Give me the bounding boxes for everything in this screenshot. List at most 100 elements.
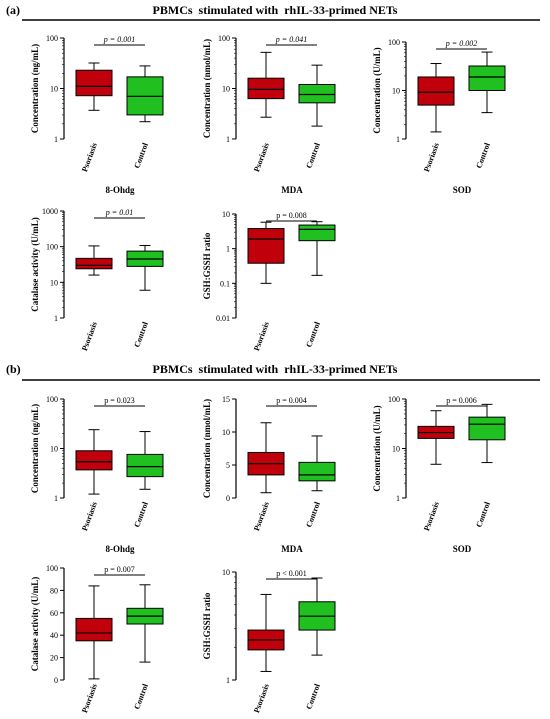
category-label: Psoriasis <box>422 142 441 173</box>
box-control: Control <box>126 244 164 349</box>
boxplot-chart-9: 0 20 40 60 80 100 Catalase activity (U/mL) Psor… <box>30 564 164 714</box>
y-tick-label: 60 <box>50 609 58 618</box>
category-label: Psoriasis <box>80 321 99 352</box>
box-psoriasis: Psoriasis <box>247 593 285 714</box>
iqr-box <box>468 65 506 92</box>
category-label: Control <box>304 682 322 711</box>
iqr-box <box>75 69 113 97</box>
box-control: Control <box>298 577 336 711</box>
y-axis-label: Concentration (U/mL) <box>372 47 382 133</box>
iqr-box <box>247 228 285 264</box>
y-axis-label: GSH:GSSH ratio <box>202 232 212 299</box>
iqr-box <box>126 453 164 478</box>
category-label: Psoriasis <box>252 683 271 714</box>
y-tick-label: 1 <box>396 494 400 503</box>
box-psoriasis: Psoriasis <box>247 422 285 532</box>
y-tick-label: 0 <box>54 676 58 685</box>
y-tick-label: 100 <box>388 38 400 47</box>
box-control: Control <box>468 403 506 529</box>
box-psoriasis: Psoriasis <box>75 585 113 714</box>
category-label: Control <box>474 500 492 529</box>
y-tick-label: 100 <box>46 243 58 252</box>
box-control: Control <box>298 435 336 529</box>
p-value-label: p = 0.007 <box>104 565 135 574</box>
y-tick-label: 0.01 <box>216 314 230 323</box>
y-axis-label: GSH:GSSH ratio <box>202 592 212 659</box>
y-tick-label: 0 <box>226 494 230 503</box>
box-psoriasis: Psoriasis <box>417 63 455 173</box>
y-tick-label: 10 <box>222 428 230 437</box>
y-tick-label: 0.1 <box>220 279 230 288</box>
y-tick-label: 40 <box>50 631 58 640</box>
y-tick-label: 10 <box>222 210 230 219</box>
iqr-box <box>298 84 336 104</box>
p-value-label: p < 0.001 <box>276 569 307 578</box>
y-tick-label: 10 <box>222 568 230 577</box>
y-tick-label: 100 <box>46 395 58 404</box>
y-tick-label: 80 <box>50 586 58 595</box>
y-axis-label: Concentration (ng/mL) <box>30 404 40 493</box>
category-label: Control <box>132 500 150 529</box>
y-tick-label: 1 <box>226 245 230 254</box>
panel-b-header: (b) PBMCs stimulated with rhIL-33-primed… <box>6 362 540 381</box>
iqr-box <box>247 77 285 100</box>
x-axis-label: SOD <box>453 544 472 554</box>
p-value-label: p = 0.041 <box>275 35 307 44</box>
y-tick-label: 1 <box>226 676 230 685</box>
iqr-box <box>75 257 113 270</box>
y-tick-label: 20 <box>50 654 58 663</box>
y-tick-label: 10 <box>50 278 58 287</box>
y-tick-label: 10 <box>50 445 58 454</box>
y-tick-label: 100 <box>388 395 400 404</box>
panel-a-title: PBMCs stimulated with rhIL-33-primed NET… <box>153 3 398 17</box>
y-axis-label: Concentration (U/mL) <box>372 405 382 491</box>
box-control: Control <box>298 221 336 349</box>
box-control: Control <box>298 64 336 170</box>
y-tick-label: 1 <box>54 314 58 323</box>
boxplot-chart-2: 1 10 100 Concentration (nmol/mL) Psoriasis Co… <box>202 34 336 195</box>
category-label: Psoriasis <box>252 321 271 352</box>
p-value-label: p = 0.023 <box>104 396 135 405</box>
box-psoriasis: Psoriasis <box>247 51 285 173</box>
category-label: Psoriasis <box>422 501 441 532</box>
y-tick-label: 100 <box>46 564 58 573</box>
y-tick-label: 1000 <box>42 207 58 216</box>
y-tick-label: 1 <box>226 135 230 144</box>
panel-a-header: (a) PBMCs stimulated with rhIL-33-primed… <box>6 3 540 21</box>
category-label: Control <box>132 682 150 711</box>
boxplot-chart-3: 1 10 100 Concentration (U/mL) Psoriasis Contr… <box>372 38 506 195</box>
boxplot-chart-6: 1 10 100 Concentration (ng/mL) Psoriasis Cont… <box>30 395 164 554</box>
y-tick-label: 10 <box>392 445 400 454</box>
x-axis-label: 8-Ohdg <box>105 185 135 195</box>
iqr-box <box>75 450 113 471</box>
y-tick-label: 5 <box>226 461 230 470</box>
category-label: Control <box>304 320 322 349</box>
category-label: Control <box>132 320 150 349</box>
box-control: Control <box>126 431 164 529</box>
box-psoriasis: Psoriasis <box>417 410 455 532</box>
y-tick-label: 1 <box>396 135 400 144</box>
y-tick-label: 100 <box>218 34 230 43</box>
y-tick-label: 100 <box>46 34 58 43</box>
y-tick-label: 1 <box>54 135 58 144</box>
p-value-label: p = 0.008 <box>276 211 307 220</box>
category-label: Psoriasis <box>252 142 271 173</box>
category-label: Psoriasis <box>252 501 271 532</box>
p-value-label: p = 0.001 <box>103 35 135 44</box>
category-label: Control <box>474 141 492 170</box>
boxplot-chart-10: 1 10 GSH:GSSH ratio Psoriasis Control p < 0.0… <box>202 568 336 714</box>
x-axis-label: 8-Ohdg <box>105 544 135 554</box>
box-control: Control <box>126 584 164 711</box>
box-psoriasis: Psoriasis <box>75 245 113 352</box>
y-tick-label: 15 <box>222 395 230 404</box>
x-axis-label: MDA <box>281 544 303 554</box>
iqr-box <box>298 224 336 242</box>
panel-b-letter: (b) <box>6 362 21 376</box>
category-label: Psoriasis <box>80 501 99 532</box>
p-value-label: p = 0.01 <box>105 208 133 217</box>
y-tick-label: 10 <box>50 85 58 94</box>
box-psoriasis: Psoriasis <box>75 429 113 532</box>
